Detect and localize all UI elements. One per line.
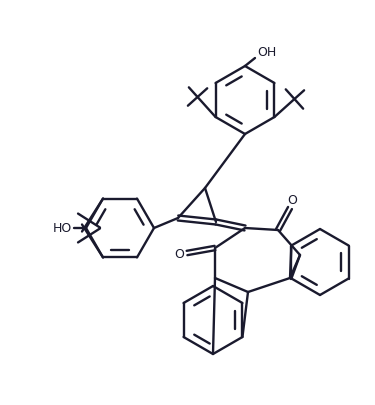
Text: HO: HO	[53, 222, 72, 234]
Text: OH: OH	[257, 45, 276, 58]
Text: O: O	[174, 249, 184, 262]
Text: O: O	[287, 194, 297, 207]
